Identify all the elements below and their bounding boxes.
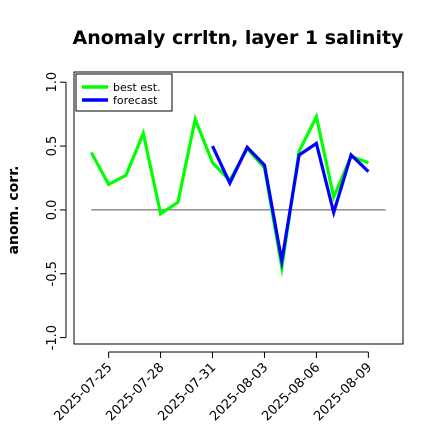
legend-label: best est. (113, 81, 161, 94)
legend: best est.forecast (75, 73, 173, 112)
y-tick-label: 0.5 (45, 136, 60, 157)
plot-area-frame (73, 71, 404, 345)
y-tick-label: -0.5 (45, 261, 60, 286)
chart-title: Anomaly crrltn, layer 1 salinity (73, 27, 404, 49)
series-line-best-estimate (89, 111, 369, 278)
y-axis: -1.0 -0.5 0.0 0.5 1.0 (45, 72, 67, 350)
y-axis-label: anom. corr. (6, 166, 22, 255)
legend-box (75, 73, 173, 112)
series-line-forecast (211, 140, 370, 271)
legend-label: forecast (113, 94, 158, 107)
y-tick-label: -1.0 (45, 325, 60, 350)
y-tick-label: 1.0 (45, 72, 60, 93)
y-tick-label: 0.0 (45, 200, 60, 221)
plot-content (89, 111, 386, 278)
x-axis: 2025-07-252025-07-282025-07-312025-08-03… (51, 351, 375, 424)
